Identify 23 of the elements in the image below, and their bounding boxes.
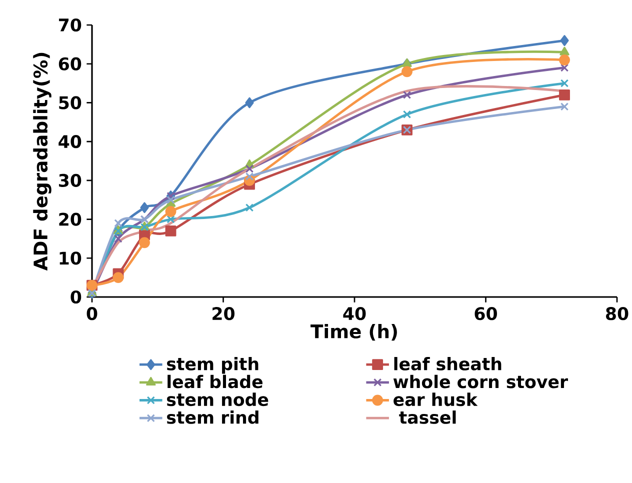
y-tick-label: 10 bbox=[60, 252, 82, 265]
x-tick-label: 0 bbox=[86, 307, 98, 320]
legend-label: tassel bbox=[399, 410, 456, 424]
y-tick-label: 60 bbox=[58, 57, 82, 70]
y-axis-title: ADF degradablity(%) bbox=[33, 52, 52, 271]
x-axis-title: Time (h) bbox=[310, 324, 397, 341]
legend-label: whole corn stover bbox=[393, 374, 568, 388]
y-tick-label: 70 bbox=[58, 18, 82, 32]
x-tick-label: 60 bbox=[474, 307, 497, 320]
legend-label: leaf blade bbox=[168, 374, 262, 388]
legend-label: leaf sheath bbox=[394, 356, 502, 370]
y-tick-label: 0 bbox=[70, 290, 82, 304]
legend-label: stem pith bbox=[167, 356, 258, 374]
y-tick-label: 40 bbox=[58, 135, 82, 148]
legend-label: stem rind bbox=[167, 410, 258, 424]
x-tick-label: 20 bbox=[212, 307, 234, 320]
legend-label: ear husk bbox=[394, 392, 478, 406]
y-tick-label: 30 bbox=[58, 174, 82, 187]
y-tick-label: 50 bbox=[59, 96, 82, 110]
x-tick-label: 40 bbox=[343, 307, 366, 320]
x-tick-label: 80 bbox=[606, 307, 628, 320]
y-tick-label: 20 bbox=[59, 212, 82, 226]
legend-label: stem node bbox=[167, 392, 268, 406]
